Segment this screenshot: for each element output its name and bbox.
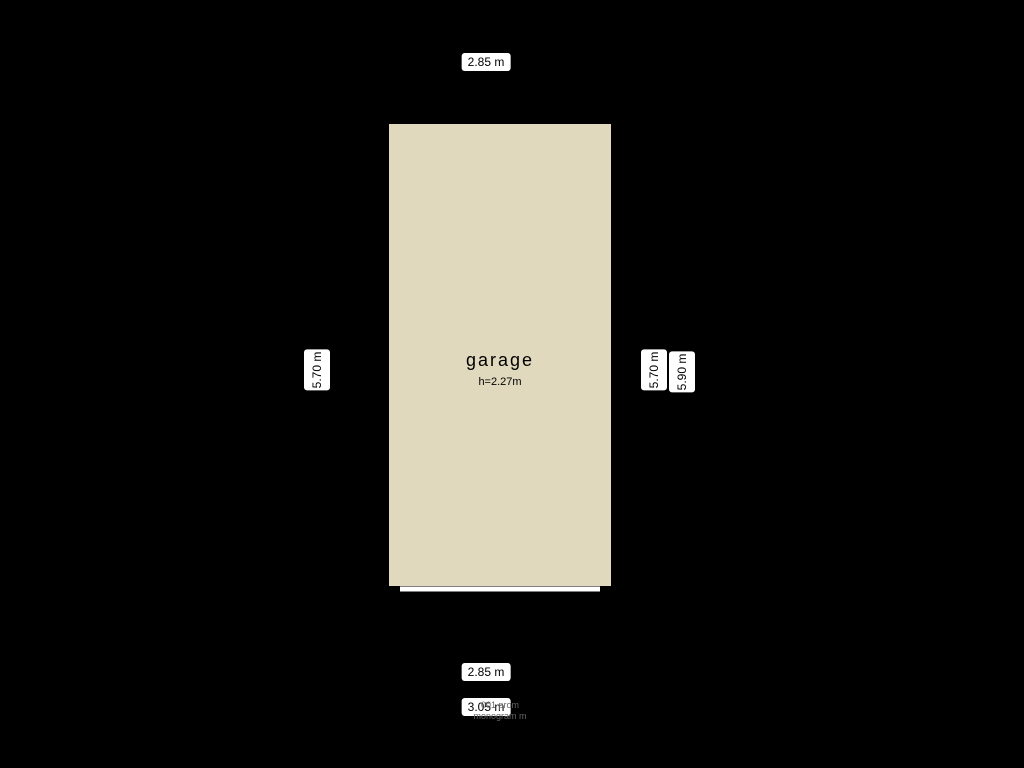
garage-door (400, 586, 600, 592)
dimension-top: 2.85 m (462, 53, 511, 71)
dimension-bottom-upper: 2.85 m (462, 663, 511, 681)
garage-room: garage h=2.27m (385, 120, 615, 590)
footer-text-2: monogram m (473, 711, 526, 721)
dimension-right-inner: 5.70 m (641, 350, 667, 391)
floorplan-canvas: garage h=2.27m 2.85 m 5.70 m 5.70 m 5.90… (0, 0, 1024, 768)
room-height-label: h=2.27m (389, 376, 611, 388)
dimension-right-outer: 5.90 m (669, 352, 695, 393)
dimension-left: 5.70 m (304, 350, 330, 391)
footer-text-1: 001 prom (481, 700, 519, 710)
room-name-label: garage (389, 350, 611, 371)
